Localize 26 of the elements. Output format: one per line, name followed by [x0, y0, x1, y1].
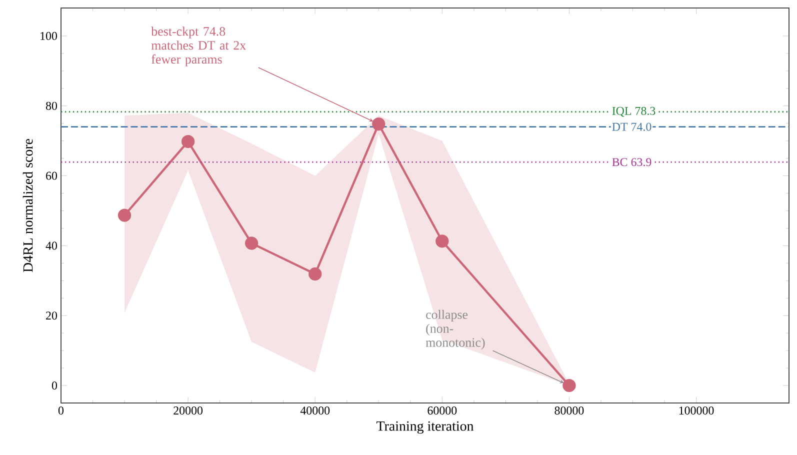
y-tick-label: 60	[46, 172, 58, 180]
point	[181, 134, 195, 148]
x-tick-label: 80000	[554, 406, 584, 415]
point	[308, 267, 322, 281]
x-tick-label: 40000	[300, 406, 330, 415]
x-tick-label: 0	[58, 406, 64, 415]
x-tick-label: 60000	[428, 406, 457, 415]
y-tick-label: 20	[46, 312, 58, 320]
x-tick-label: 100000	[679, 406, 714, 415]
y-tick-label: 100	[40, 32, 58, 40]
y-axis-title: D4RL normalized score	[22, 138, 33, 272]
y-tick-label: 80	[46, 102, 58, 110]
ref-line-label: BC 63.9	[612, 158, 652, 166]
ref-line-label: DT 74.0	[612, 122, 652, 131]
point	[562, 378, 576, 392]
y-tick-label: 0	[52, 381, 58, 390]
ref-line-label: IQL 78.3	[612, 106, 656, 117]
point	[118, 208, 132, 222]
point	[372, 117, 386, 131]
x-axis-title: Training iteration	[376, 421, 474, 434]
x-tick-label: 20000	[174, 406, 203, 415]
y-tick-label: 40	[46, 242, 58, 250]
annotation: collapse (non-monotonic)	[426, 310, 485, 350]
point	[245, 236, 258, 250]
point	[436, 234, 449, 248]
annotation: best-ckpt 74.8 matches DT at 2x fewer params	[151, 26, 246, 66]
